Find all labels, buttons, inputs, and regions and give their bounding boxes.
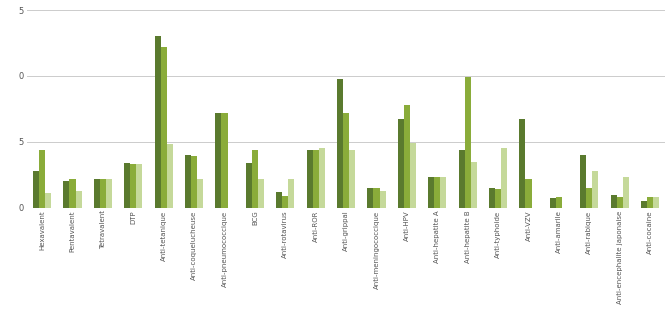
Bar [319, 148, 325, 208]
Bar [222, 113, 228, 208]
Bar [550, 198, 556, 208]
Bar [380, 191, 386, 208]
Bar [349, 150, 355, 208]
Bar [155, 37, 161, 208]
Bar [398, 119, 404, 208]
Bar [337, 79, 343, 208]
Bar [641, 201, 647, 208]
Bar [136, 164, 142, 208]
Bar [586, 188, 592, 208]
Bar [647, 197, 653, 208]
Bar [556, 197, 562, 208]
Bar [434, 178, 440, 208]
Bar [258, 179, 264, 208]
Bar [404, 105, 410, 208]
Bar [526, 179, 532, 208]
Bar [458, 150, 464, 208]
Bar [519, 119, 526, 208]
Bar [130, 164, 136, 208]
Bar [580, 155, 586, 208]
Bar [306, 150, 312, 208]
Bar [161, 47, 167, 208]
Bar [39, 150, 45, 208]
Bar [592, 171, 598, 208]
Bar [470, 161, 477, 208]
Bar [428, 178, 434, 208]
Bar [45, 193, 51, 208]
Bar [288, 179, 294, 208]
Bar [495, 189, 501, 208]
Bar [440, 178, 446, 208]
Bar [167, 144, 173, 208]
Bar [282, 196, 288, 208]
Bar [343, 113, 349, 208]
Bar [653, 197, 659, 208]
Bar [33, 171, 39, 208]
Bar [215, 113, 222, 208]
Bar [94, 179, 100, 208]
Bar [312, 150, 319, 208]
Bar [246, 163, 252, 208]
Bar [464, 77, 470, 208]
Bar [197, 179, 203, 208]
Bar [374, 188, 380, 208]
Bar [617, 197, 623, 208]
Bar [124, 163, 130, 208]
Bar [410, 143, 416, 208]
Bar [106, 179, 112, 208]
Bar [611, 195, 617, 208]
Bar [69, 179, 75, 208]
Bar [100, 179, 106, 208]
Bar [489, 188, 495, 208]
Bar [276, 192, 282, 208]
Bar [368, 188, 374, 208]
Bar [75, 191, 81, 208]
Bar [191, 156, 197, 208]
Bar [252, 150, 258, 208]
Bar [501, 148, 507, 208]
Bar [63, 181, 69, 208]
Bar [623, 178, 629, 208]
Bar [185, 155, 191, 208]
